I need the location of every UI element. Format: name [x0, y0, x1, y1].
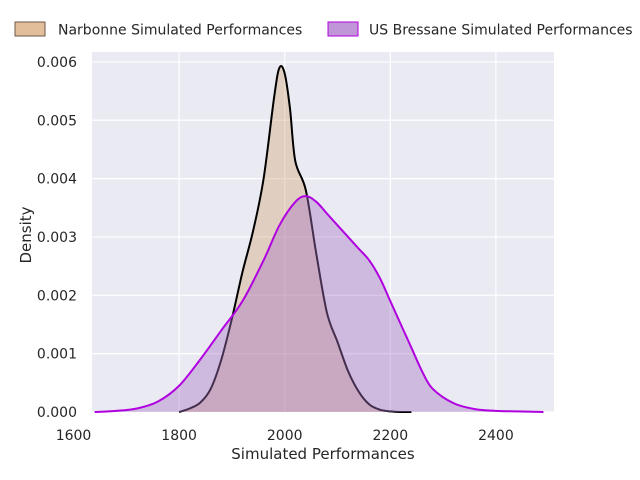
x-axis-label: Simulated Performances: [231, 445, 415, 463]
x-tick-label: 2200: [372, 428, 408, 444]
x-tick-label: 1600: [56, 428, 92, 444]
x-axis-ticks: 1600 1800 2000 2200 2400: [56, 428, 514, 444]
x-tick-label: 2000: [267, 428, 303, 444]
legend-item-narbonne: Narbonne Simulated Performances: [14, 21, 302, 39]
grid-lines: [92, 52, 554, 413]
area-bressane: [94, 196, 544, 412]
legend-label-bressane: US Bressane Simulated Performances: [369, 23, 633, 39]
legend-label-narbonne: Narbonne Simulated Performances: [58, 23, 302, 39]
plot-background: [92, 52, 554, 412]
legend-swatch-narbonne: [14, 21, 46, 37]
y-tick-label: 0.002: [37, 288, 77, 304]
line-bressane: [94, 195, 544, 413]
y-tick-label: 0.000: [37, 405, 77, 421]
y-tick-label: 0.005: [37, 113, 77, 129]
area-narbonne: [179, 66, 412, 413]
y-tick-label: 0.001: [37, 347, 77, 363]
legend-item-bressane: US Bressane Simulated Performances: [327, 21, 633, 39]
line-narbonne: [178, 65, 412, 414]
y-tick-label: 0.006: [37, 55, 77, 71]
y-axis-label: Density: [17, 206, 35, 263]
y-tick-label: 0.004: [37, 172, 77, 188]
x-tick-label: 1800: [161, 428, 197, 444]
legend-swatch-bressane: [327, 21, 359, 37]
y-axis-ticks: 0.000 0.001 0.002 0.003 0.004 0.005 0.006: [37, 55, 77, 421]
y-tick-label: 0.003: [37, 230, 77, 246]
x-tick-label: 2400: [478, 428, 514, 444]
legend: Narbonne Simulated Performances US Bress…: [14, 21, 633, 39]
density-areas: [94, 65, 544, 414]
